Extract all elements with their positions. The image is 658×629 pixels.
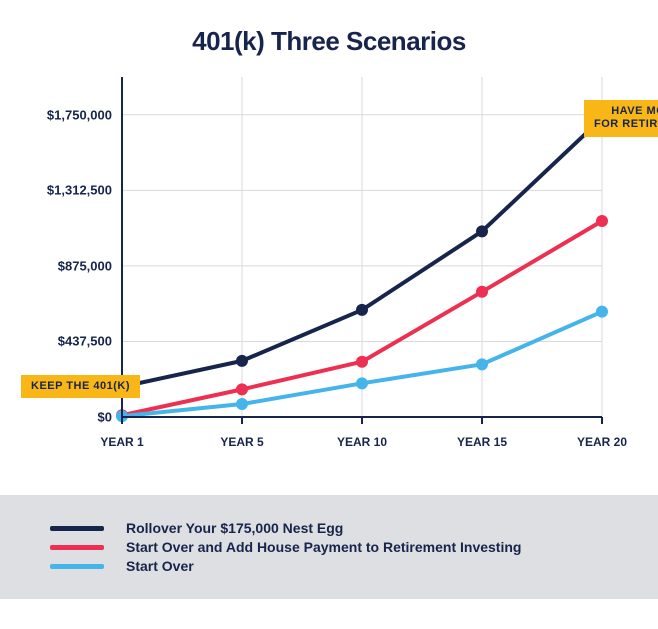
y-tick-label: $875,000: [12, 258, 112, 273]
x-tick-label: YEAR 20: [577, 435, 627, 449]
legend-label: Start Over: [126, 558, 194, 574]
x-tick-label: YEAR 1: [100, 435, 143, 449]
x-tick-label: YEAR 5: [220, 435, 263, 449]
legend-label: Start Over and Add House Payment to Reti…: [126, 539, 521, 555]
legend-item: Rollover Your $175,000 Nest Egg: [50, 520, 628, 536]
y-tick-label: $0: [12, 410, 112, 425]
x-tick-label: YEAR 15: [457, 435, 507, 449]
line-chart-svg: [0, 65, 658, 495]
legend-item: Start Over: [50, 558, 628, 574]
legend-swatch: [50, 526, 104, 531]
legend-swatch: [50, 545, 104, 550]
callout-have-more: HAVE MORE FOR RETIREMENT: [584, 100, 658, 136]
legend-label: Rollover Your $175,000 Nest Egg: [126, 520, 343, 536]
y-tick-label: $1,750,000: [12, 107, 112, 122]
x-tick-label: YEAR 10: [337, 435, 387, 449]
legend-item: Start Over and Add House Payment to Reti…: [50, 539, 628, 555]
y-tick-label: $1,312,500: [12, 183, 112, 198]
legend-swatch: [50, 564, 104, 569]
chart-title: 401(k) Three Scenarios: [0, 0, 658, 65]
y-tick-label: $437,500: [12, 334, 112, 349]
callout-keep-401k: KEEP THE 401(K): [21, 375, 140, 398]
legend: Rollover Your $175,000 Nest Egg Start Ove…: [0, 495, 658, 599]
chart-area: $0 $437,500 $875,000 $1,312,500 $1,750,000 Y…: [0, 65, 658, 495]
